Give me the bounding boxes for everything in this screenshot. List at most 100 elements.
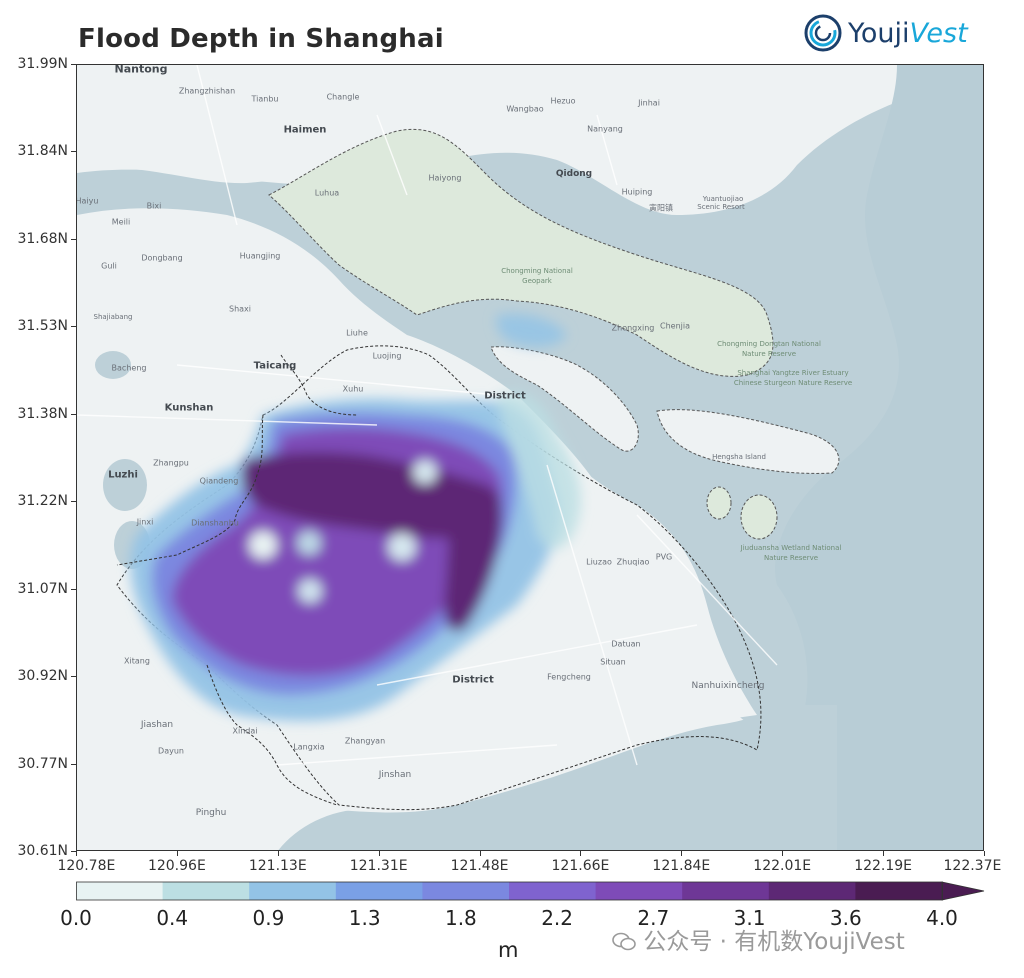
y-tick-label: 31.68N: [17, 230, 68, 247]
place-label: Qidong: [555, 169, 593, 179]
y-tick-label: 30.92N: [17, 668, 68, 685]
place-label: Zhangzhishan: [178, 86, 236, 96]
x-tick-label: 120.96E: [147, 858, 206, 874]
place-label: Jinshan: [378, 770, 412, 780]
x-tick: [580, 851, 582, 856]
x-tick-label: 122.19E: [854, 858, 913, 874]
place-label: Meili: [111, 217, 131, 227]
dry-patch: [249, 531, 277, 559]
colorbar-extend-arrow: [941, 881, 985, 901]
x-tick: [883, 851, 885, 856]
place-label: Zhangyan: [344, 736, 386, 746]
colorbar-segment: [422, 882, 510, 900]
place-label: Xitang: [124, 656, 150, 666]
hangzhou-bay: [278, 705, 837, 850]
colorbar-frame: [76, 881, 943, 901]
x-tick-label: 121.13E: [248, 858, 307, 874]
y-tick: [71, 851, 76, 852]
y-tick: [71, 763, 76, 765]
y-tick-label: 31.84N: [17, 143, 68, 160]
place-label: Zhongxing: [611, 323, 655, 333]
place-label: District: [452, 674, 494, 686]
flood-depth-layer: [130, 313, 581, 721]
place-label: Taicang: [253, 360, 297, 372]
place-label: Nanyang: [587, 124, 623, 134]
county-boundary: [116, 414, 264, 566]
place-label: Huangjing: [239, 251, 281, 261]
x-tick: [782, 851, 784, 856]
dry-patch: [388, 533, 416, 561]
place-label: Bixi: [146, 201, 162, 211]
colorbar-tick-label: 1.8: [444, 906, 477, 930]
place-label: Haimen: [283, 124, 327, 136]
place-label: Qiandeng: [199, 476, 239, 486]
x-tick: [479, 851, 481, 856]
colorbar-segment: [162, 882, 250, 900]
place-label: Shajiabang: [93, 313, 133, 321]
place-label: Jiashan: [140, 720, 174, 730]
x-tick: [681, 851, 683, 856]
place-label: Liuzao: [586, 557, 612, 567]
colorbar-tick-label: 4.0: [926, 906, 958, 930]
y-tick-label: 30.77N: [17, 755, 68, 772]
place-label: Jiuduansha Wetland National Nature Reser…: [740, 544, 842, 562]
yangtze-river: [77, 65, 983, 850]
jiuduansha-island: [740, 494, 778, 540]
place-label: Shanghai Yangtze River Estuary Chinese S…: [733, 369, 853, 387]
y-tick: [71, 676, 76, 678]
x-tick-label: 120.78E: [57, 858, 116, 874]
y-tick-label: 30.61N: [17, 843, 68, 859]
y-tick: [71, 238, 76, 240]
place-label: Scenic Resort: [697, 203, 745, 211]
place-label: Guli: [101, 261, 117, 271]
place-label: Luzhi: [108, 469, 138, 481]
place-label: Dianshanhu: [191, 518, 239, 528]
place-label: Pinghu: [195, 808, 227, 818]
east-sea: [773, 65, 983, 850]
colorbar-tick-label: 0.0: [60, 906, 92, 930]
dry-patch: [413, 460, 437, 484]
colorbar-segment: [768, 882, 856, 900]
x-tick: [176, 851, 178, 856]
place-label: 寅阳镇: [649, 203, 673, 213]
colorbar-unit: m: [498, 938, 519, 962]
colorbar-segment: [76, 882, 164, 900]
x-tick-label: 122.37E: [943, 858, 1002, 874]
y-tick-label: 31.53N: [17, 318, 68, 335]
place-label: Xindai: [232, 726, 258, 736]
place-label: Datuan: [611, 639, 641, 649]
colorbar-segment: [509, 882, 597, 900]
colorbar-tick-label: 2.2: [541, 906, 574, 930]
place-label: Dayun: [158, 746, 184, 756]
map-canvas: [77, 65, 983, 850]
colorbar-segment: [335, 882, 423, 900]
chongming-island: [268, 128, 774, 377]
changxing-island: [490, 346, 639, 452]
place-label: Luhua: [314, 188, 340, 198]
place-label: Shaxi: [228, 304, 252, 314]
lake: [95, 351, 131, 379]
colorbar-segment: [855, 882, 943, 900]
place-label: Jinhai: [638, 98, 660, 108]
place-label: Xuhu: [342, 384, 364, 394]
colorbar-tick-label: 3.6: [829, 906, 862, 930]
chart-title: Flood Depth in Shanghai: [78, 24, 444, 54]
brand-name: YoujiVest: [848, 18, 968, 49]
place-label: Luojing: [372, 351, 402, 361]
x-tick-label: 121.84E: [652, 858, 711, 874]
colorbar-segment: [682, 882, 770, 900]
watermark-text: 公众号 · 有机数YoujiVest: [643, 929, 905, 955]
x-tick-label: 121.48E: [450, 858, 509, 874]
y-tick-label: 31.99N: [17, 56, 68, 72]
colorbar-tick-label: 1.3: [348, 906, 381, 930]
place-label: Huiping: [621, 187, 653, 197]
place-label: Kunshan: [164, 402, 214, 414]
x-tick-label: 121.66E: [551, 858, 610, 874]
brand-logo: YoujiVest: [802, 12, 992, 56]
dry-patch: [297, 531, 321, 555]
colorbar-segment: [595, 882, 683, 900]
place-label: Langxia: [293, 742, 325, 752]
y-tick-label: 31.22N: [17, 493, 68, 510]
wechat-icon: [612, 932, 636, 952]
flood-level-0.9-north: [496, 313, 567, 347]
